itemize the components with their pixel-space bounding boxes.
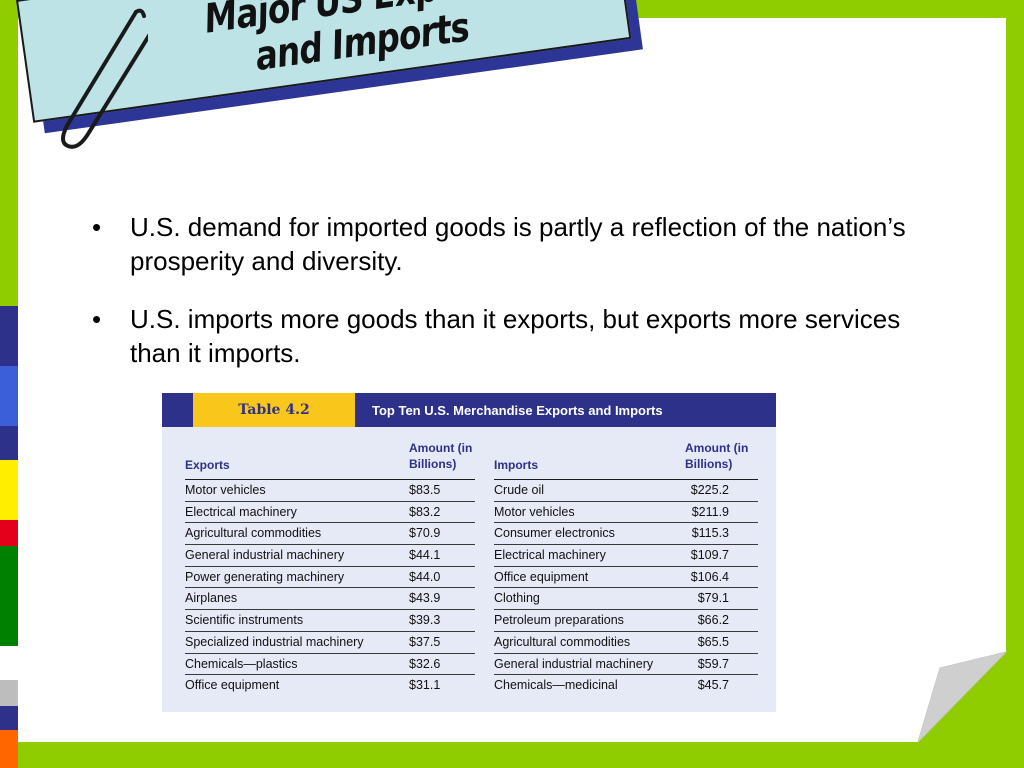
exports-column-header: Exports bbox=[185, 458, 230, 472]
left-strip-segment bbox=[0, 706, 18, 730]
row-divider bbox=[494, 522, 758, 524]
row-divider bbox=[185, 544, 475, 546]
left-strip-segment bbox=[0, 366, 18, 426]
export-name: Chemicals—plastics bbox=[185, 656, 298, 671]
exports-imports-table: Table 4.2 Top Ten U.S. Merchandise Expor… bbox=[162, 393, 776, 712]
export-amount: $43.9 bbox=[409, 591, 441, 606]
export-name: Specialized industrial machinery bbox=[185, 634, 364, 649]
table-row: Agricultural commodities $70.9 Consumer el… bbox=[162, 523, 776, 546]
import-name: Office equipment bbox=[494, 569, 589, 584]
table-title: Top Ten U.S. Merchandise Exports and Imp… bbox=[372, 403, 663, 418]
import-amount: $225.2 bbox=[690, 483, 729, 497]
bullet-item: • U.S. imports more goods than it export… bbox=[92, 302, 912, 370]
table-row: Electrical machinery $83.2 Motor vehicles $… bbox=[162, 502, 776, 524]
row-divider bbox=[185, 565, 475, 567]
left-strip-segment bbox=[0, 426, 18, 460]
left-strip-segment bbox=[0, 520, 18, 546]
row-divider bbox=[494, 674, 758, 676]
bullet-text: U.S. imports more goods than it exports,… bbox=[130, 304, 901, 368]
row-divider bbox=[185, 522, 475, 524]
import-name: Clothing bbox=[494, 591, 540, 606]
import-name: Petroleum preparations bbox=[494, 613, 624, 628]
export-amount: $70.9 bbox=[409, 526, 441, 541]
export-name: Airplanes bbox=[185, 591, 238, 606]
export-name: Motor vehicles bbox=[185, 483, 266, 497]
exports-amount-column-header: Amount (in Billions) bbox=[409, 441, 473, 471]
import-amount: $106.4 bbox=[690, 569, 729, 584]
row-divider bbox=[494, 609, 758, 611]
import-name: Chemicals—medicinal bbox=[494, 678, 618, 693]
row-divider bbox=[185, 630, 475, 632]
export-amount: $44.1 bbox=[409, 548, 441, 563]
bullet-item: • U.S. demand for imported goods is part… bbox=[92, 210, 912, 278]
export-amount: $44.0 bbox=[409, 569, 441, 584]
table-label: Table 4.2 bbox=[193, 393, 355, 427]
imports-header-rule bbox=[494, 479, 758, 480]
row-divider bbox=[494, 565, 758, 567]
export-amount: $83.2 bbox=[409, 504, 441, 519]
row-divider bbox=[185, 652, 475, 654]
row-divider bbox=[494, 630, 758, 632]
import-name: Motor vehicles bbox=[494, 504, 575, 519]
row-divider bbox=[494, 544, 758, 546]
row-divider bbox=[185, 609, 475, 611]
import-amount: $211.9 bbox=[691, 504, 729, 519]
row-divider bbox=[185, 674, 475, 676]
table-row: Office equipment $31.1 Chemicals—medicinal… bbox=[162, 675, 776, 697]
import-name: Crude oil bbox=[494, 483, 545, 497]
import-amount: $109.7 bbox=[690, 548, 729, 563]
imports-amount-column-header: Amount (in Billions) bbox=[685, 441, 749, 471]
export-amount: $39.3 bbox=[409, 613, 441, 628]
table-body: Motor vehicles $83.5 Crude oil $225.2 Electr… bbox=[162, 480, 776, 697]
row-divider bbox=[494, 500, 758, 502]
import-name: General industrial machinery bbox=[494, 656, 654, 671]
left-color-strip bbox=[0, 306, 18, 768]
table-row: Scientific instruments $39.3 Petroleum pre… bbox=[162, 610, 776, 632]
row-divider bbox=[185, 587, 475, 589]
left-strip-segment bbox=[0, 306, 18, 366]
left-strip-segment bbox=[0, 730, 18, 768]
export-amount: $83.5 bbox=[409, 483, 441, 497]
table-row: Motor vehicles $83.5 Crude oil $225.2 bbox=[162, 480, 776, 502]
bullet-dot: • bbox=[92, 304, 102, 334]
export-name: Electrical machinery bbox=[185, 504, 297, 519]
import-name: Consumer electronics bbox=[494, 526, 615, 541]
export-amount: $32.6 bbox=[409, 656, 441, 671]
bullet-text: U.S. demand for imported goods is partly… bbox=[130, 212, 906, 276]
import-amount: $45.7 bbox=[697, 678, 729, 693]
export-amount: $31.1 bbox=[409, 678, 441, 693]
table-row: General industrial machinery $44.1 Electri… bbox=[162, 545, 776, 567]
export-name: General industrial machinery bbox=[185, 548, 345, 563]
export-name: Scientific instruments bbox=[185, 613, 304, 628]
import-amount: $65.5 bbox=[697, 634, 729, 649]
export-name: Agricultural commodities bbox=[185, 526, 322, 541]
left-strip-segment bbox=[0, 460, 18, 520]
exports-header-rule bbox=[185, 479, 475, 480]
paperclip-icon bbox=[61, 8, 148, 149]
row-divider bbox=[494, 587, 758, 589]
imports-column-header: Imports bbox=[494, 458, 539, 472]
import-name: Agricultural commodities bbox=[494, 634, 631, 649]
import-amount: $115.3 bbox=[691, 526, 729, 541]
table-row: Power generating machinery $44.0 Office eq… bbox=[162, 567, 776, 589]
import-amount: $79.1 bbox=[697, 591, 729, 606]
bullet-dot: • bbox=[92, 212, 102, 242]
import-amount: $59.7 bbox=[697, 656, 729, 671]
row-divider bbox=[185, 500, 475, 502]
export-amount: $37.5 bbox=[409, 634, 441, 649]
table-row: Airplanes $43.9 Clothing $79.1 bbox=[162, 588, 776, 611]
left-strip-segment bbox=[0, 680, 18, 706]
table-row: Chemicals—plastics $32.6 General industria… bbox=[162, 654, 776, 676]
export-name: Office equipment bbox=[185, 678, 280, 693]
bullet-list: • U.S. demand for imported goods is part… bbox=[92, 210, 912, 394]
table-row: Specialized industrial machinery $37.5 Agr… bbox=[162, 632, 776, 654]
left-strip-segment bbox=[0, 546, 18, 646]
row-divider bbox=[494, 652, 758, 654]
import-amount: $66.2 bbox=[697, 613, 729, 628]
export-name: Power generating machinery bbox=[185, 569, 345, 584]
left-strip-segment bbox=[0, 646, 18, 680]
import-name: Electrical machinery bbox=[494, 548, 606, 563]
